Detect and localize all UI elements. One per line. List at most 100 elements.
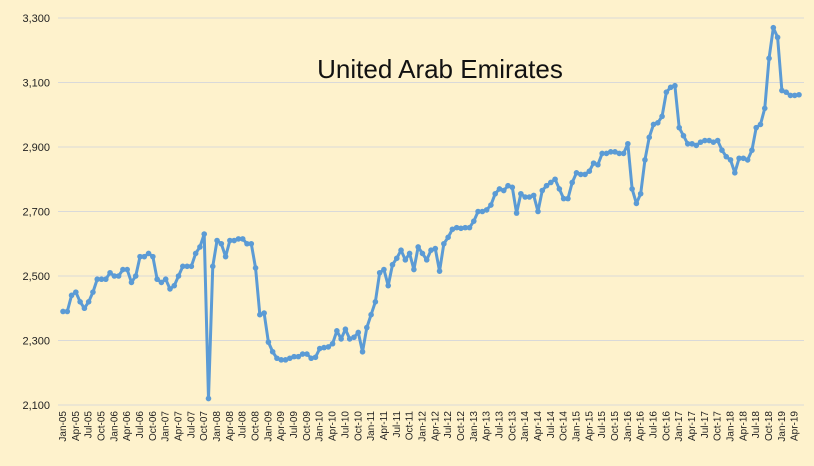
data-point xyxy=(779,87,785,94)
x-tick-label: Jan-19 xyxy=(777,411,788,442)
data-point xyxy=(672,82,678,89)
data-point xyxy=(295,353,302,360)
data-point xyxy=(154,276,160,283)
x-tick-label: Oct-14 xyxy=(559,411,570,441)
x-tick-label: Jul-07 xyxy=(186,411,197,439)
data-point xyxy=(111,273,118,279)
x-tick-label: Oct-15 xyxy=(610,411,621,441)
data-point xyxy=(569,179,576,186)
x-tick-label: Jan-06 xyxy=(109,411,120,442)
data-point xyxy=(128,279,135,286)
data-point xyxy=(64,308,71,315)
data-point xyxy=(791,92,798,99)
data-point xyxy=(291,353,297,360)
data-point xyxy=(706,137,712,144)
data-point xyxy=(796,91,802,98)
data-point xyxy=(565,195,571,202)
data-point xyxy=(770,24,777,31)
x-tick-label: Jan-17 xyxy=(674,411,685,442)
data-point xyxy=(321,344,327,351)
data-point xyxy=(77,299,83,305)
data-point xyxy=(625,140,631,147)
data-point xyxy=(145,250,152,257)
data-point xyxy=(269,348,276,355)
data-point xyxy=(102,276,109,283)
x-tick-label: Jul-09 xyxy=(289,411,300,439)
data-point xyxy=(749,147,755,154)
data-point xyxy=(513,210,520,216)
data-point xyxy=(248,240,255,247)
data-point xyxy=(539,187,546,194)
data-point xyxy=(98,276,105,283)
data-point xyxy=(441,240,447,247)
data-point xyxy=(710,139,717,145)
data-point xyxy=(577,171,584,178)
x-tick-label: Apr-15 xyxy=(584,411,595,441)
data-point xyxy=(231,237,237,244)
data-point xyxy=(744,157,751,163)
data-point xyxy=(740,155,747,162)
data-point xyxy=(227,237,233,244)
data-point xyxy=(509,184,516,191)
data-point xyxy=(329,340,336,347)
data-point xyxy=(278,357,285,363)
data-point xyxy=(265,339,272,345)
y-tick-label: 3,100 xyxy=(22,78,50,90)
data-point xyxy=(556,186,563,192)
x-tick-label: Jul-06 xyxy=(135,411,146,439)
data-point xyxy=(257,311,263,318)
data-point xyxy=(299,351,306,357)
data-point xyxy=(201,231,208,237)
data-point xyxy=(620,150,627,157)
data-point xyxy=(192,250,199,257)
data-point xyxy=(693,142,700,149)
x-tick-label: Oct-05 xyxy=(97,411,108,441)
data-point xyxy=(714,137,721,144)
data-point xyxy=(351,334,357,341)
data-point xyxy=(697,139,704,145)
data-point xyxy=(411,266,417,273)
data-point xyxy=(428,247,434,253)
data-point xyxy=(505,182,511,189)
data-point xyxy=(218,240,225,247)
data-point xyxy=(312,354,319,361)
data-point xyxy=(449,226,456,233)
data-point xyxy=(85,299,92,305)
data-point xyxy=(372,299,379,305)
data-point xyxy=(500,187,507,194)
data-point xyxy=(663,89,670,95)
x-tick-label: Jan-14 xyxy=(520,411,531,442)
data-point xyxy=(757,121,764,128)
data-point xyxy=(479,208,486,215)
x-tick-label: Apr-09 xyxy=(276,411,287,441)
data-point xyxy=(150,253,156,260)
data-point xyxy=(141,253,148,260)
x-tick-label: Jul-14 xyxy=(546,411,557,439)
data-point xyxy=(676,124,682,131)
data-point xyxy=(389,261,396,268)
x-tick-label: Jan-13 xyxy=(469,411,480,442)
data-point xyxy=(659,113,665,120)
data-point xyxy=(483,207,490,213)
data-point xyxy=(359,348,366,355)
x-tick-label: Apr-12 xyxy=(430,411,441,441)
data-point xyxy=(171,282,178,289)
data-point xyxy=(680,132,687,139)
data-point xyxy=(205,395,212,402)
data-point xyxy=(607,149,614,155)
data-point xyxy=(342,326,349,333)
data-point xyxy=(462,224,469,231)
data-point xyxy=(458,225,464,232)
data-point xyxy=(137,253,143,260)
data-point xyxy=(188,263,195,270)
data-point xyxy=(162,276,169,283)
x-tick-label: Apr-18 xyxy=(738,411,749,441)
chart-title: United Arab Emirates xyxy=(317,54,563,84)
data-point xyxy=(787,92,794,99)
data-point xyxy=(646,134,653,141)
data-point xyxy=(376,269,383,276)
data-point xyxy=(736,155,742,162)
x-tick-label: Apr-06 xyxy=(122,411,133,441)
x-tick-label: Jul-05 xyxy=(84,411,95,439)
data-point xyxy=(316,345,323,352)
